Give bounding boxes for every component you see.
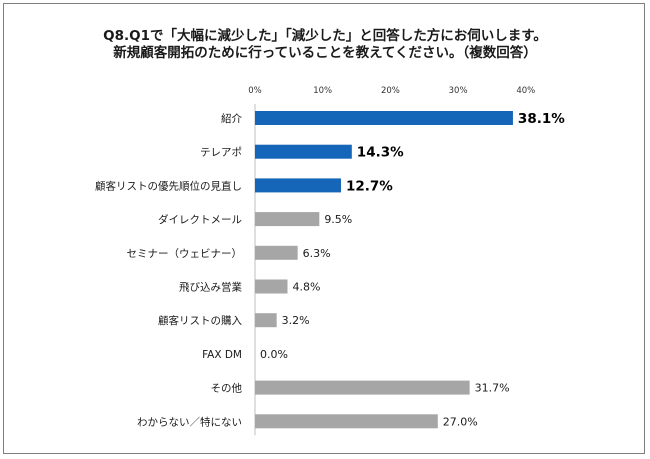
category-label: FAX DM — [202, 349, 242, 361]
category-label: その他 — [211, 382, 243, 395]
bar — [255, 313, 277, 328]
bar — [255, 380, 470, 395]
category-label: 顧客リストの優先順位の見直し — [95, 179, 242, 192]
category-label: セミナー（ウェビナー） — [127, 248, 243, 260]
bar — [255, 144, 352, 159]
data-label: 14.3% — [357, 145, 404, 161]
bar — [255, 279, 288, 294]
x-tick-label: 20% — [381, 86, 400, 96]
title-line-1: Q8.Q1で「大幅に減少した」「減少した」と回答した方にお伺いします。 — [103, 28, 547, 44]
data-label: 38.1% — [518, 111, 565, 127]
category-label: 顧客リストの購入 — [158, 314, 242, 327]
x-tick-label: 40% — [516, 86, 535, 96]
x-tick-label: 0% — [248, 86, 262, 96]
x-tick-label: 10% — [313, 86, 332, 96]
bars: 紹介 38.1% テレアポ 14.3% 顧客リストの優先順位の見直し 12.7% ダイレクト… — [95, 111, 565, 429]
x-axis-ticks: 0% 10% 20% 30% 40% — [248, 86, 535, 96]
category-label: テレアポ — [200, 147, 242, 159]
x-tick-label: 30% — [449, 86, 468, 96]
chart-frame — [3, 3, 645, 454]
category-label: 紹介 — [221, 112, 242, 125]
category-label: 飛び込み営業 — [179, 281, 242, 294]
data-label: 12.7% — [346, 178, 393, 194]
data-label: 0.0% — [260, 348, 288, 361]
category-label: ダイレクトメール — [158, 213, 242, 226]
bar — [255, 111, 513, 125]
data-label: 6.3% — [303, 247, 331, 260]
data-label: 9.5% — [324, 213, 352, 226]
bar — [255, 414, 438, 429]
bar — [255, 245, 298, 260]
category-label: わからない／特にない — [137, 416, 242, 428]
data-label: 27.0% — [443, 415, 478, 428]
chart-title: Q8.Q1で「大幅に減少した」「減少した」と回答した方にお伺いします。 新規顧客… — [0, 28, 650, 62]
data-label: 31.7% — [475, 382, 510, 395]
data-label: 4.8% — [292, 281, 320, 294]
data-label: 3.2% — [282, 314, 310, 327]
title-line-2: 新規顧客開拓のために行っていることを教えてください。（複数回答） — [113, 45, 537, 61]
bar — [255, 212, 320, 227]
bar — [255, 178, 341, 193]
